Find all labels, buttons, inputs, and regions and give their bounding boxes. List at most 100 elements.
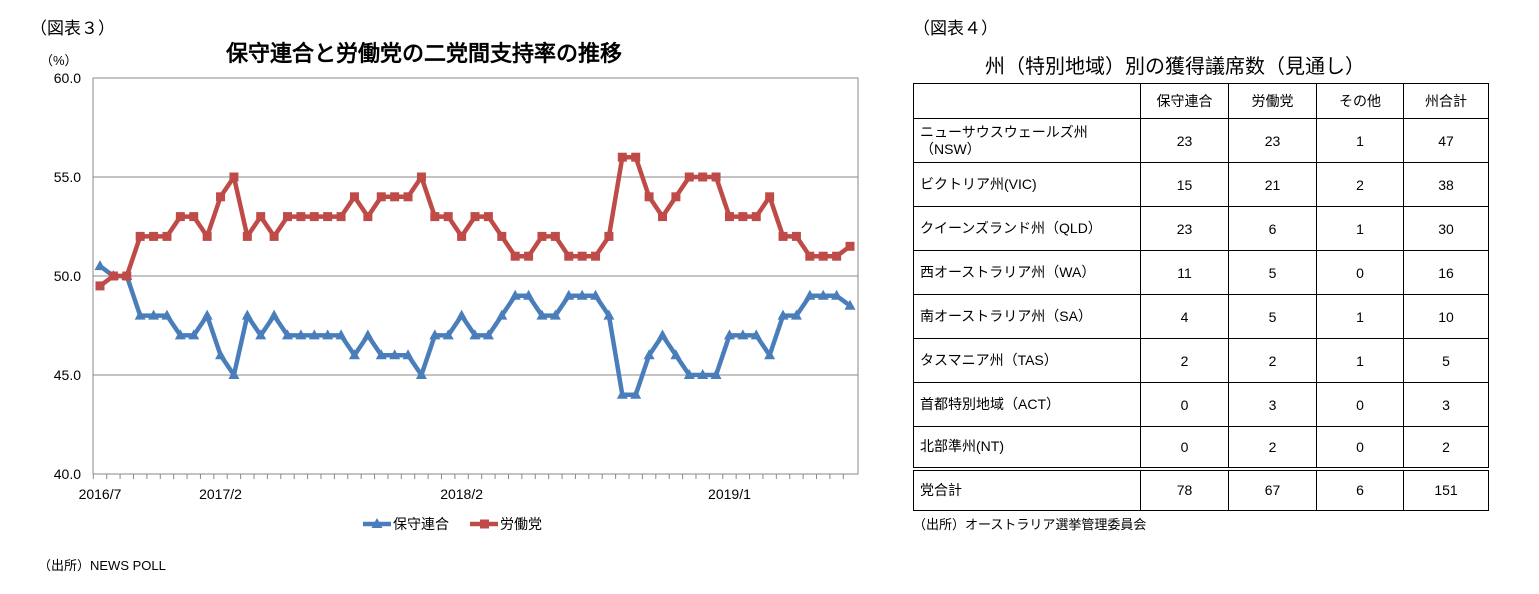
chart-title: 保守連合と労働党の二党間支持率の推移 [226, 41, 623, 66]
data-point [470, 212, 480, 222]
column-header: 保守連合 [1140, 83, 1229, 119]
seat-count: 0 [1316, 382, 1404, 427]
x-tick-label: 2018/2 [440, 486, 483, 502]
data-point [229, 172, 239, 182]
data-point [564, 251, 574, 261]
data-point [765, 192, 775, 202]
y-axis-unit: （%） [40, 53, 78, 68]
data-point [215, 349, 227, 360]
data-point [576, 289, 588, 300]
line-chart: 40.0 45.0 50.0 55.0 60.0 2016/7 2017/2 2018/2 20… [54, 70, 859, 532]
data-point [817, 289, 829, 300]
data-point [456, 309, 468, 320]
data-point [375, 349, 387, 360]
data-point [323, 212, 333, 222]
table-row: タスマニア州（TAS） 2 2 1 5 [913, 338, 1489, 383]
data-point [845, 241, 855, 251]
seat-count: 1 [1316, 294, 1404, 339]
table-row: 南オーストラリア州（SA） 4 5 1 10 [913, 294, 1489, 339]
state-name: クイーンズランド州（QLD） [913, 206, 1141, 251]
seat-count: 2 [1140, 338, 1229, 383]
series-1 [95, 152, 855, 291]
data-point [296, 212, 306, 222]
seat-count: 16 [1403, 250, 1489, 295]
data-point [591, 251, 601, 261]
data-point [161, 309, 173, 320]
data-point [309, 212, 319, 222]
state-name: タスマニア州（TAS） [913, 338, 1141, 383]
data-point [135, 231, 145, 241]
data-point [697, 369, 709, 379]
data-point [94, 260, 106, 271]
data-point [724, 212, 734, 222]
seat-count: 0 [1140, 382, 1229, 427]
data-point [108, 271, 118, 281]
data-point [389, 349, 401, 360]
data-point [188, 329, 200, 340]
data-point [403, 192, 413, 202]
data-point [737, 329, 749, 340]
data-point [790, 309, 802, 320]
data-point [523, 289, 535, 300]
seat-count: 38 [1403, 162, 1489, 207]
data-point [202, 231, 212, 241]
data-point [671, 192, 681, 202]
data-point [228, 369, 240, 379]
column-header: その他 [1316, 83, 1404, 119]
data-point [363, 212, 373, 222]
y-tick-label: 50.0 [54, 268, 81, 284]
data-point [777, 309, 789, 320]
data-point [241, 309, 253, 320]
state-name: 南オーストラリア州（SA） [913, 294, 1141, 339]
data-point [644, 192, 654, 202]
data-point [469, 329, 481, 340]
total-row: 党合計 78 67 6 151 [913, 466, 1489, 511]
data-point [295, 329, 307, 340]
seat-count: 10 [1403, 294, 1489, 339]
data-point [563, 289, 575, 300]
data-point [175, 212, 185, 222]
data-point [536, 309, 548, 320]
seat-count: 2 [1228, 426, 1317, 469]
table-row: ニューサウスウェールズ州（NSW） 23 23 1 47 [913, 118, 1489, 163]
seat-count: 23 [1140, 118, 1229, 163]
total-count: 151 [1403, 466, 1489, 511]
data-point [335, 329, 347, 340]
data-point [658, 212, 667, 222]
column-header [913, 83, 1141, 119]
data-point [496, 309, 508, 320]
data-point [483, 212, 493, 222]
data-point [95, 281, 105, 291]
state-name: 北部準州(NT) [913, 426, 1141, 469]
data-point [537, 231, 547, 241]
data-point [268, 309, 280, 320]
seat-count: 1 [1316, 206, 1404, 251]
data-point [616, 388, 628, 399]
data-point [322, 329, 334, 340]
data-point [415, 369, 427, 379]
column-header: 労働党 [1228, 83, 1317, 119]
data-point [631, 152, 641, 162]
data-point [308, 329, 320, 340]
seat-count: 1 [1316, 118, 1404, 163]
state-name: ビクトリア州(VIC) [913, 162, 1141, 207]
seat-count: 2 [1403, 426, 1489, 469]
figure-3-label: （図表３） [30, 19, 115, 38]
total-count: 78 [1140, 466, 1229, 511]
data-point [723, 329, 735, 340]
seat-count: 23 [1228, 118, 1317, 163]
series-0 [94, 260, 856, 399]
data-point [738, 212, 748, 222]
chart-source: （出所）NEWS POLL [38, 558, 166, 573]
data-point [805, 251, 815, 261]
total-count: 6 [1316, 466, 1404, 511]
table-title: 州（特別地域）別の獲得議席数（見通し） [985, 56, 1365, 78]
data-point [510, 251, 520, 261]
data-point [201, 309, 213, 320]
seats-table: 保守連合 労働党 その他 州合計 ニューサウスウェールズ州（NSW） 23 23 1 47 ビクト… [913, 83, 1489, 511]
seat-count: 0 [1316, 250, 1404, 295]
y-tick-label: 55.0 [54, 169, 81, 185]
seat-count: 23 [1140, 206, 1229, 251]
data-point [497, 231, 507, 241]
data-point [550, 231, 560, 241]
